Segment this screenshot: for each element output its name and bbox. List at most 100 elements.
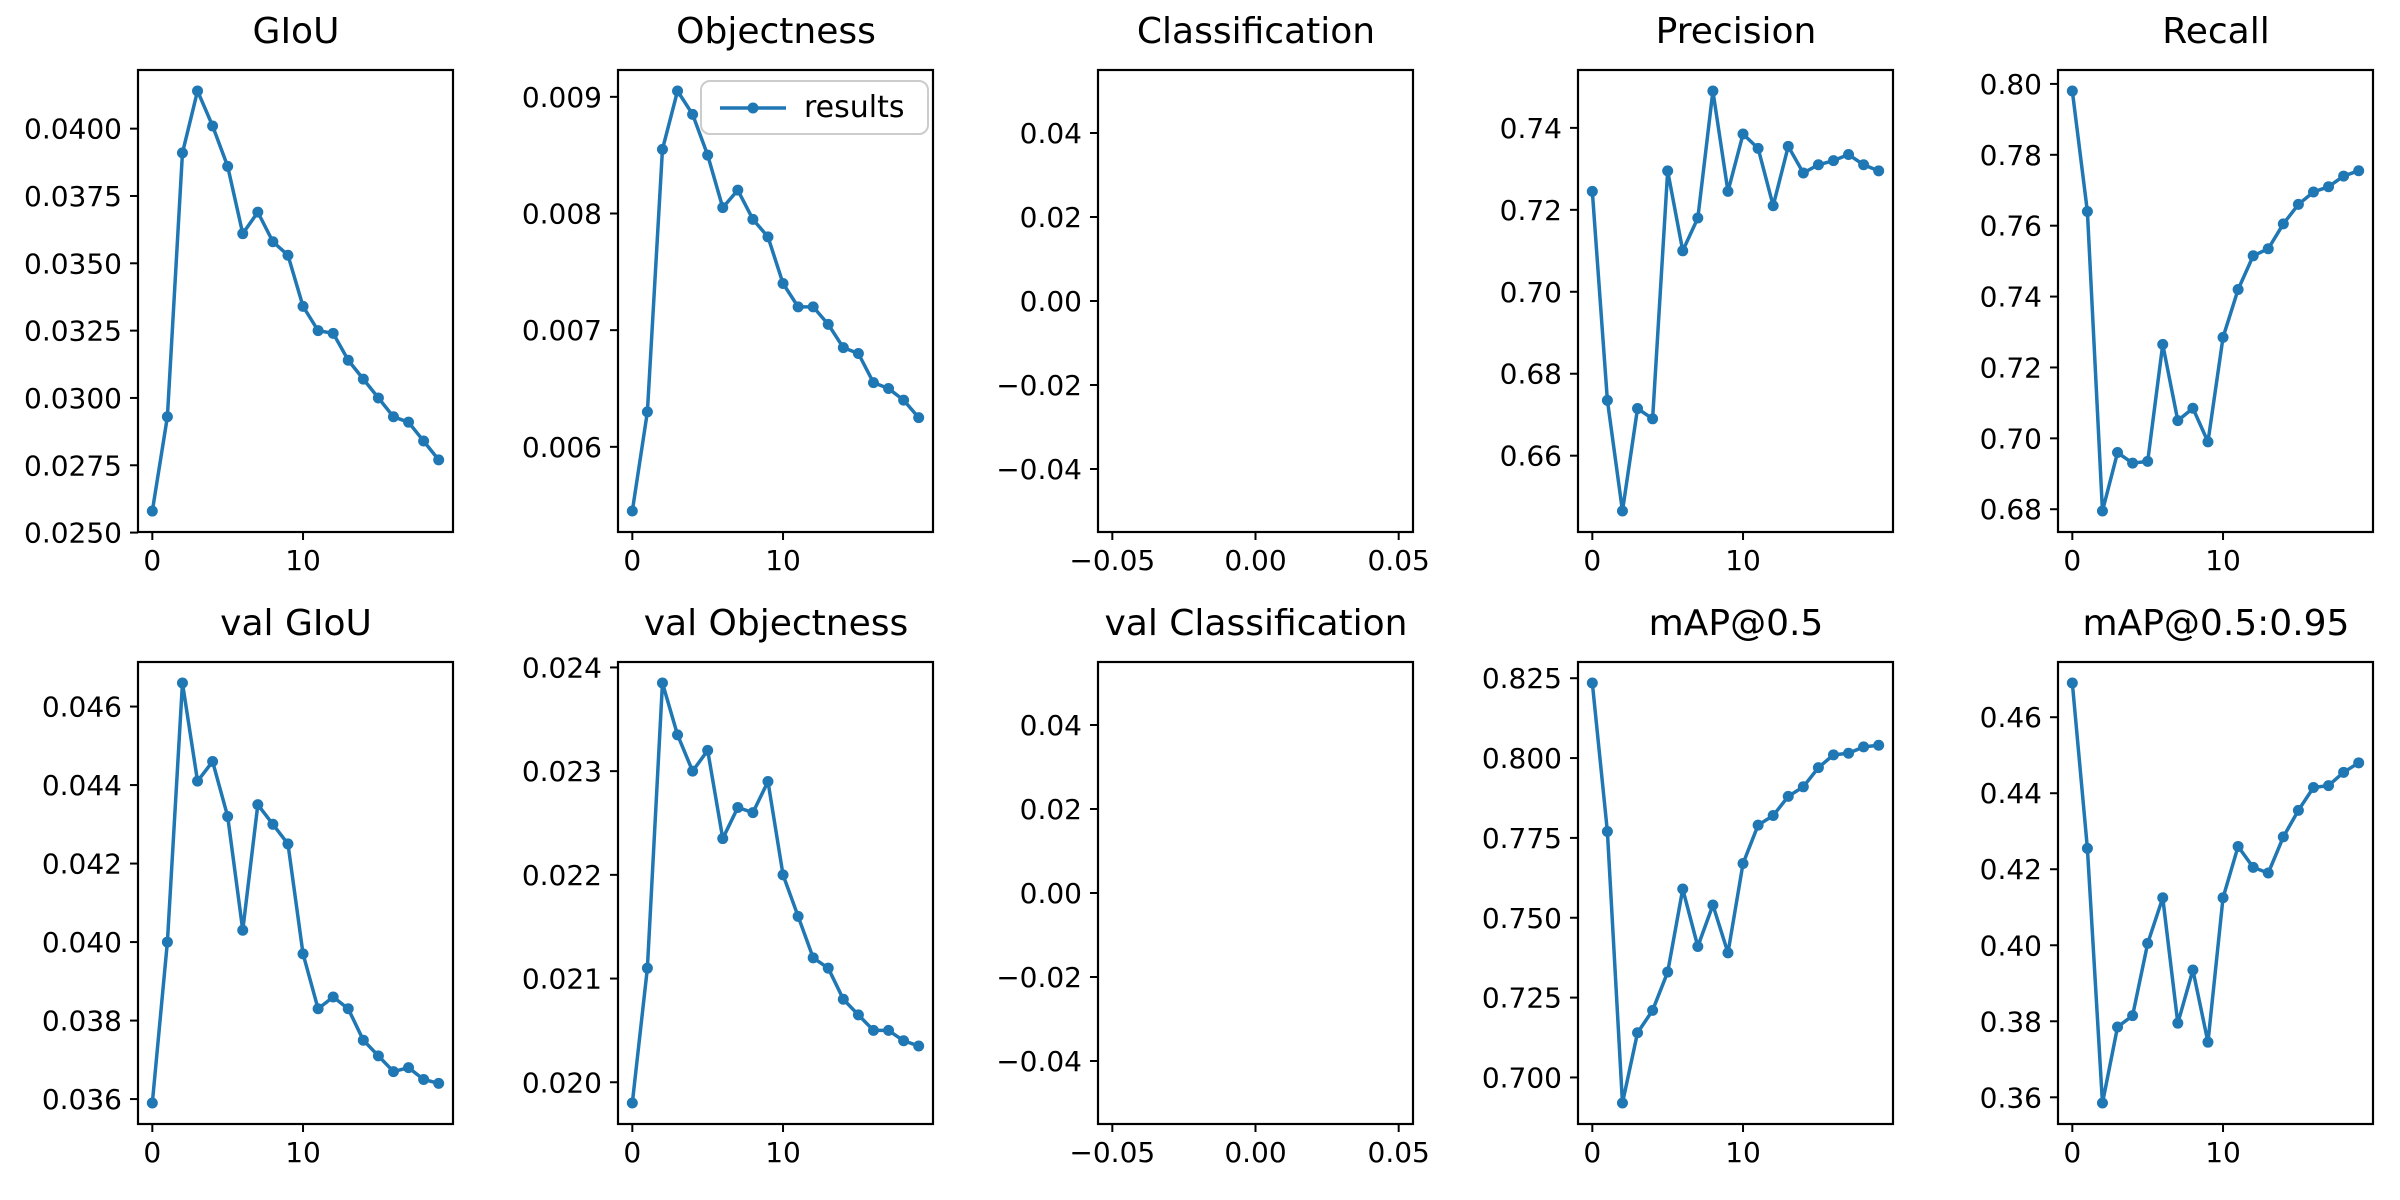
subplot-title-objectness: Objectness xyxy=(676,11,876,52)
data-point xyxy=(883,383,895,394)
data-point xyxy=(747,807,759,819)
legend: results xyxy=(700,80,929,135)
data-point xyxy=(1873,165,1885,177)
data-point xyxy=(192,85,204,97)
data-point xyxy=(2292,804,2304,816)
subplot-map05-095-axes: 0 10 0.36 0.38 0.40 0.42 0.44 0.46 xyxy=(1980,660,2375,1169)
data-point xyxy=(1601,394,1613,406)
y-tick-label: 0.038 xyxy=(42,1005,122,1038)
data-point xyxy=(2187,964,2199,976)
data-point xyxy=(342,1003,354,1015)
data-point xyxy=(1707,85,1719,97)
data-point xyxy=(2202,1036,2214,1048)
data-point xyxy=(1692,212,1704,224)
data-point xyxy=(626,505,638,517)
axes-frame xyxy=(2056,660,2375,1126)
data-point xyxy=(418,1073,430,1085)
data-point xyxy=(852,1009,864,1021)
data-point xyxy=(1873,739,1885,751)
data-point xyxy=(913,1040,925,1052)
x-tick-label: 0 xyxy=(1583,544,1601,577)
y-tick-label: 0.68 xyxy=(1500,358,1562,391)
data-point xyxy=(403,1062,415,1074)
data-point xyxy=(2066,677,2078,689)
data-point xyxy=(641,406,653,418)
data-point xyxy=(1677,245,1689,257)
y-tick-label: 0.800 xyxy=(1482,742,1562,775)
data-point xyxy=(732,184,744,196)
data-point xyxy=(237,924,249,936)
data-point xyxy=(372,392,384,404)
y-tick-label: 0.42 xyxy=(1980,853,2042,886)
y-tick-label: 0.0350 xyxy=(24,247,122,280)
x-tick-label: 0.00 xyxy=(1224,1136,1286,1169)
data-point xyxy=(1858,741,1870,753)
data-point xyxy=(822,318,834,330)
y-tick-label: 0.020 xyxy=(522,1066,602,1099)
y-tick-label: 0.0375 xyxy=(24,180,122,213)
data-point xyxy=(1797,781,1809,793)
y-tick-label: −0.04 xyxy=(996,1045,1082,1078)
data-point xyxy=(297,300,309,312)
y-tick-label: 0.70 xyxy=(1980,422,2042,455)
x-tick-label: 0 xyxy=(2063,1136,2081,1169)
data-point xyxy=(1782,790,1794,802)
subplot-title-precision: Precision xyxy=(1655,11,1817,52)
subplot-title-map05-095: mAP@0.5:0.95 xyxy=(2082,603,2350,644)
subplot-objectness-axes: 0 10 0.006 0.007 0.008 0.009 xyxy=(522,68,935,577)
data-point xyxy=(792,910,804,922)
subplot-classification-axes: −0.05 0.00 0.05 0.04 0.02 0.00 −0.02 −0.04 xyxy=(996,68,1430,577)
y-tick-label: 0.80 xyxy=(1980,68,2042,101)
data-point xyxy=(2157,338,2169,350)
axes-frame xyxy=(1576,68,1895,534)
x-tick-label: 0 xyxy=(623,1136,641,1169)
data-point xyxy=(777,869,789,881)
data-point xyxy=(1737,857,1749,869)
data-point xyxy=(1662,966,1674,978)
data-point xyxy=(852,348,864,359)
x-tick-label: 10 xyxy=(1725,544,1761,577)
y-tick-label: −0.04 xyxy=(996,453,1082,486)
data-point xyxy=(1843,747,1855,759)
subplot-title-classification: Classification xyxy=(1136,11,1376,52)
data-point xyxy=(1767,810,1779,822)
y-tick-label: 0.74 xyxy=(1980,281,2042,314)
data-point xyxy=(327,991,339,1003)
data-point xyxy=(312,1003,324,1015)
subplot-map05-axes: 0 10 0.700 0.725 0.750 0.775 0.800 0.825 xyxy=(1482,660,1895,1169)
data-point xyxy=(252,799,264,811)
data-point xyxy=(1662,165,1674,177)
subplot-giou-axes: 0 10 0.0250 0.0275 0.0300 0.0325 0.0350 0.0375 0… xyxy=(24,68,455,577)
data-point xyxy=(717,833,729,845)
data-point xyxy=(2202,436,2214,448)
data-point xyxy=(207,120,219,132)
x-tick-label: 0 xyxy=(1583,1136,1601,1169)
subplot-title-recall: Recall xyxy=(2162,11,2270,52)
y-tick-label: 0.66 xyxy=(1500,440,1562,473)
data-point xyxy=(1632,1027,1644,1039)
data-point xyxy=(1827,155,1839,167)
y-tick-label: 0.76 xyxy=(1980,210,2042,243)
data-point xyxy=(1737,128,1749,140)
data-point xyxy=(1722,947,1734,959)
data-point xyxy=(1677,883,1689,895)
y-tick-label: 0.0275 xyxy=(24,449,122,482)
data-point xyxy=(2187,402,2199,414)
data-point xyxy=(1843,149,1855,161)
y-tick-label: 0.042 xyxy=(42,848,122,881)
data-point xyxy=(267,236,279,248)
y-tick-label: 0.00 xyxy=(1020,285,1082,318)
y-tick-label: 0.04 xyxy=(1020,117,1082,150)
data-point xyxy=(822,962,834,974)
data-point xyxy=(2307,186,2319,198)
data-point xyxy=(762,776,774,788)
y-tick-label: 0.40 xyxy=(1980,929,2042,962)
axes-frame xyxy=(2056,68,2375,534)
data-point xyxy=(898,394,910,406)
data-point xyxy=(837,993,849,1005)
subplot-val-objectness-axes: 0 10 0.020 0.021 0.022 0.023 0.024 xyxy=(522,651,935,1169)
data-point xyxy=(2217,331,2229,343)
data-point xyxy=(1647,413,1659,425)
y-tick-label: 0.825 xyxy=(1482,662,1562,695)
